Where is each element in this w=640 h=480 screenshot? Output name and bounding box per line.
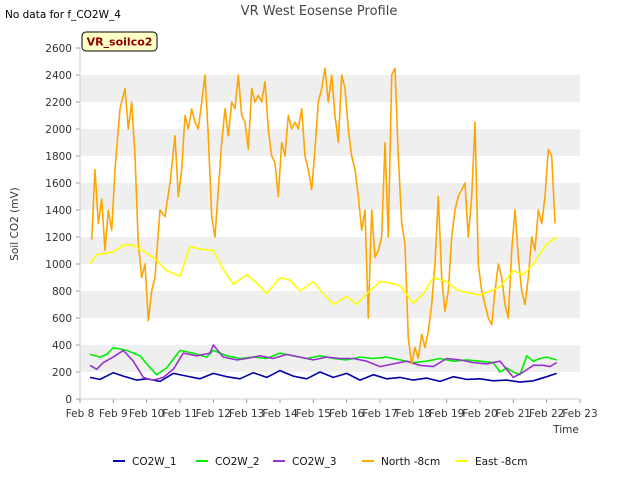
grid-band <box>80 318 580 345</box>
x-tick-label: Feb 20 <box>462 408 497 420</box>
no-data-note: No data for f_CO2W_4 <box>5 9 121 21</box>
grid-band <box>80 183 580 210</box>
series-line-north-8cm <box>90 67 556 365</box>
x-tick-label: Feb 21 <box>496 408 531 420</box>
x-tick-label: Feb 19 <box>429 408 464 420</box>
grid-band <box>80 291 580 318</box>
series-line-co2w-3 <box>89 344 558 381</box>
grid-band <box>80 156 580 183</box>
badge-label: VR_soilco2 <box>87 36 153 49</box>
x-tick-label: Feb 8 <box>66 408 95 420</box>
legend-label: CO2W_2 <box>215 456 260 468</box>
y-tick-label: 2200 <box>45 97 72 109</box>
legend-item: CO2W_2 <box>196 456 260 468</box>
grid-band <box>80 210 580 237</box>
x-tick-label: Feb 22 <box>529 408 564 420</box>
legend-label: CO2W_3 <box>292 456 337 468</box>
x-tick-label: Feb 18 <box>396 408 431 420</box>
grid-bands <box>80 48 580 399</box>
chart-title: VR West Eosense Profile <box>241 4 398 19</box>
legend-item: CO2W_1 <box>113 456 177 468</box>
series-group <box>89 67 558 383</box>
grid-band <box>80 102 580 129</box>
y-tick-label: 1600 <box>45 178 72 190</box>
y-tick-label: 1000 <box>45 259 72 271</box>
y-tick-label: 400 <box>52 340 72 352</box>
legend: CO2W_1 CO2W_2 CO2W_3 North -8cm East -8cm <box>113 456 527 468</box>
x-tick-label: Feb 17 <box>362 408 397 420</box>
grid-band <box>80 129 580 156</box>
badge-box <box>81 31 158 52</box>
series-line-east-8cm <box>89 236 558 306</box>
y-tick-label: 0 <box>65 394 72 406</box>
y-tick-label: 200 <box>52 367 72 379</box>
x-tick-label: Feb 16 <box>329 408 365 420</box>
x-tick-label: Feb 15 <box>296 408 331 420</box>
y-tick-label: 2600 <box>45 43 72 55</box>
x-tick-label: Feb 14 <box>262 408 298 420</box>
y-tick-label: 1400 <box>45 205 72 217</box>
y-axis-ticks: 0 200 400 600 800 1000 1200 1400 1600 1800 2000 220… <box>45 43 80 406</box>
series-line-co2w-1 <box>89 369 557 383</box>
grid-band <box>80 48 580 75</box>
y-tick-label: 1800 <box>45 151 72 163</box>
legend-label: North -8cm <box>381 456 440 468</box>
x-tick-label: Feb 13 <box>229 408 264 420</box>
badge: VR_soilco2 <box>81 31 158 52</box>
x-tick-label: Feb 10 <box>129 408 164 420</box>
x-tick-label: Feb 9 <box>99 408 128 420</box>
y-tick-label: 800 <box>52 286 72 298</box>
x-tick-label: Feb 23 <box>562 408 597 420</box>
legend-item: East -8cm <box>456 456 527 468</box>
y-tick-label: 2000 <box>45 124 72 136</box>
legend-item: CO2W_3 <box>273 456 337 468</box>
x-tick-label: Feb 12 <box>196 408 231 420</box>
x-tick-label: Feb 11 <box>162 408 197 420</box>
y-tick-label: 600 <box>52 313 72 325</box>
legend-item: North -8cm <box>362 456 440 468</box>
y-tick-label: 1200 <box>45 232 72 244</box>
legend-label: CO2W_1 <box>132 456 177 468</box>
legend-label: East -8cm <box>475 456 527 468</box>
x-axis-title: Time <box>552 424 579 436</box>
y-tick-label: 2400 <box>45 70 72 82</box>
y-axis-title: Soil CO2 (mV) <box>9 187 21 260</box>
grid-band <box>80 237 580 264</box>
